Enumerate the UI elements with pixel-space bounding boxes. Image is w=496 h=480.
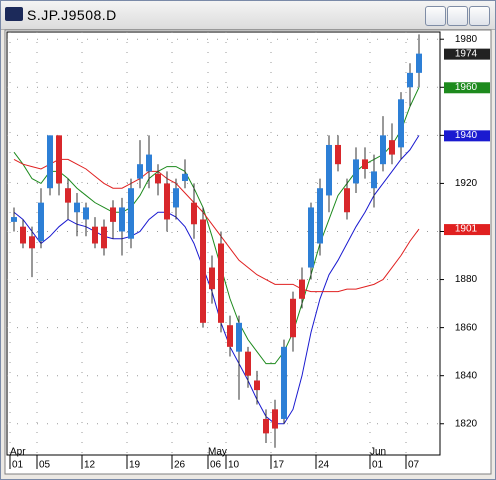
candle-body — [119, 207, 125, 232]
ma-last-box — [444, 82, 490, 94]
candle-body — [65, 188, 71, 203]
candle-body — [416, 53, 422, 73]
candle-body — [191, 202, 197, 225]
candle-body — [380, 135, 386, 165]
candle-body — [236, 322, 242, 352]
ma-last-box — [444, 224, 490, 236]
ma-line — [13, 158, 420, 293]
month-label: Jun — [370, 447, 386, 458]
last-close-label: 1974 — [455, 48, 478, 59]
y-tick-label: 1860 — [455, 322, 478, 333]
candle-body — [245, 351, 251, 376]
candle-body — [308, 207, 314, 268]
x-tick-label: 12 — [84, 460, 96, 471]
candle-body — [83, 207, 89, 220]
candle-body — [110, 207, 116, 222]
y-tick-label: 1840 — [455, 370, 478, 381]
x-tick-label: 06 — [210, 460, 222, 471]
candle-body — [29, 236, 35, 249]
x-tick-label: 19 — [129, 460, 141, 471]
candle-body — [272, 409, 278, 429]
candle-body — [164, 183, 170, 220]
x-tick-label: 01 — [372, 460, 384, 471]
candle-body — [20, 226, 26, 244]
y-tick-label: 1820 — [455, 418, 478, 429]
candle-body — [155, 173, 161, 184]
candle-body — [38, 202, 44, 242]
plot-frame — [6, 31, 441, 456]
candle-body — [137, 164, 143, 179]
candle-body — [92, 226, 98, 244]
maximize-button[interactable] — [447, 6, 468, 26]
x-tick-label: 26 — [174, 460, 186, 471]
candle-body — [290, 298, 296, 338]
ma-last-label: 1940 — [455, 130, 478, 141]
candle-body — [398, 99, 404, 148]
x-tick-label: 24 — [318, 460, 330, 471]
x-tick-label: 05 — [39, 460, 51, 471]
last-close-box — [444, 48, 490, 60]
x-tick-label: 17 — [273, 460, 285, 471]
candle-body — [263, 418, 269, 434]
candle-body — [209, 267, 215, 290]
ma-line — [13, 87, 420, 365]
candle-body — [218, 243, 224, 323]
chart-background — [4, 29, 492, 475]
candle-body — [173, 188, 179, 208]
close-button[interactable] — [469, 6, 490, 26]
candle-body — [326, 144, 332, 196]
window-title: S.JP.J9508.D — [27, 7, 117, 23]
candle-body — [47, 135, 53, 189]
y-tick-label: 1920 — [455, 178, 478, 189]
x-tick-label: 10 — [228, 460, 240, 471]
minimize-button[interactable] — [425, 6, 446, 26]
candle-body — [101, 226, 107, 249]
candle-body — [353, 159, 359, 184]
candle-body — [371, 171, 377, 189]
candle-body — [182, 173, 188, 182]
candle-body — [74, 202, 80, 213]
title-bar: S.JP.J9508.D — [1, 1, 495, 30]
ma-last-label: 1960 — [455, 82, 478, 93]
candle-body — [362, 159, 368, 169]
candle-body — [281, 346, 287, 419]
candle-body — [389, 140, 395, 155]
candle-body — [128, 188, 134, 239]
x-tick-label: 07 — [408, 460, 420, 471]
candle-body — [254, 380, 260, 391]
candle-body — [11, 217, 17, 222]
x-tick-label: 01 — [12, 460, 24, 471]
candle-body — [335, 144, 341, 165]
y-tick-label: 1980 — [455, 34, 478, 45]
ma-last-box — [444, 130, 490, 142]
month-label: May — [208, 447, 227, 458]
month-label: Apr — [10, 447, 26, 458]
y-tick-label: 1880 — [455, 274, 478, 285]
candle-body — [407, 72, 413, 88]
ma-line — [13, 135, 420, 425]
candle-body — [200, 219, 206, 323]
candle-body — [344, 188, 350, 213]
candle-body — [299, 279, 305, 299]
candle-body — [146, 154, 152, 172]
ma-last-label: 1901 — [455, 224, 478, 235]
app-icon — [5, 7, 23, 21]
candle-body — [56, 135, 62, 184]
candle-body — [317, 188, 323, 244]
candle-body — [227, 325, 233, 347]
